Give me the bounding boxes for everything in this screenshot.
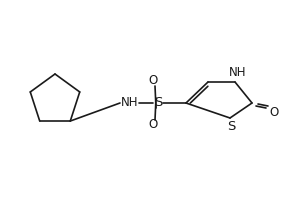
Text: NH: NH bbox=[229, 66, 247, 78]
Text: O: O bbox=[148, 74, 158, 88]
Text: O: O bbox=[148, 118, 158, 132]
Text: S: S bbox=[154, 97, 162, 110]
Text: O: O bbox=[269, 106, 279, 118]
Text: NH: NH bbox=[121, 97, 139, 110]
Text: S: S bbox=[227, 119, 235, 132]
